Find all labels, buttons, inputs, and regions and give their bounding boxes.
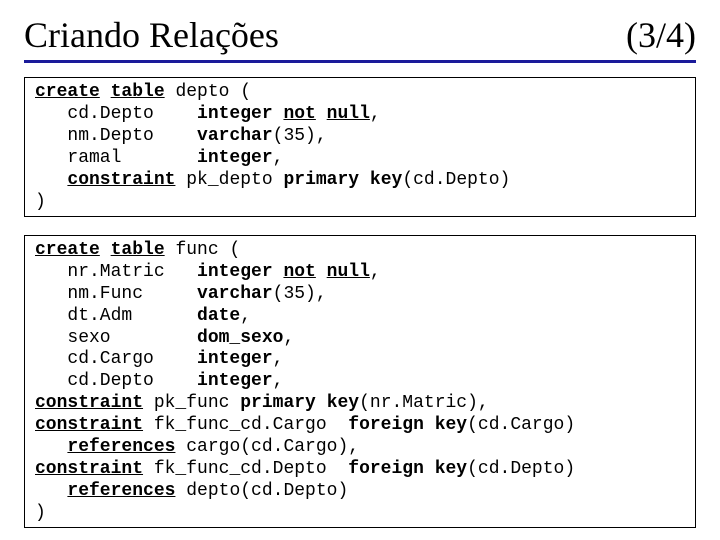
title-row: Criando Relações (3/4) bbox=[24, 14, 696, 63]
type: integer bbox=[197, 104, 283, 124]
type: integer bbox=[197, 371, 273, 391]
type: varchar bbox=[197, 284, 273, 304]
kw-key: key bbox=[435, 459, 467, 479]
kw-table: table bbox=[111, 240, 165, 260]
tok: depto(cd.Depto) bbox=[175, 481, 348, 501]
kw-create: create bbox=[35, 82, 100, 102]
tok: cargo(cd.Cargo), bbox=[175, 437, 359, 457]
kw-constraint: constraint bbox=[35, 415, 143, 435]
kw-primary: primary bbox=[240, 393, 316, 413]
col: cd.Depto bbox=[35, 104, 197, 124]
tok: , bbox=[370, 104, 381, 124]
tok: , bbox=[370, 262, 381, 282]
tok: , bbox=[273, 349, 284, 369]
tok: (35), bbox=[273, 284, 327, 304]
kw-foreign: foreign bbox=[348, 415, 424, 435]
kw-table: table bbox=[111, 82, 165, 102]
type: integer bbox=[197, 349, 273, 369]
tok: , bbox=[283, 328, 294, 348]
kw-not: not bbox=[283, 104, 315, 124]
tok: func ( bbox=[165, 240, 241, 260]
col: nm.Depto bbox=[35, 126, 197, 146]
page-title: Criando Relações bbox=[24, 14, 279, 56]
tok: depto ( bbox=[165, 82, 251, 102]
col: nr.Matric bbox=[35, 262, 197, 282]
col: sexo bbox=[35, 328, 197, 348]
kw-null: null bbox=[327, 262, 370, 282]
tok: (nr.Matric), bbox=[359, 393, 489, 413]
col: ramal bbox=[35, 148, 197, 168]
kw-key: key bbox=[370, 170, 402, 190]
kw-create: create bbox=[35, 240, 100, 260]
type: date bbox=[197, 306, 240, 326]
page-counter: (3/4) bbox=[626, 14, 696, 56]
slide: Criando Relações (3/4) create table dept… bbox=[0, 0, 720, 540]
tok: (cd.Depto) bbox=[467, 459, 575, 479]
kw-not: not bbox=[283, 262, 315, 282]
kw-null: null bbox=[327, 104, 370, 124]
type: dom_sexo bbox=[197, 328, 283, 348]
code-box-depto: create table depto ( cd.Depto integer no… bbox=[24, 77, 696, 217]
kw-primary: primary bbox=[283, 170, 359, 190]
code-box-func: create table func ( nr.Matric integer no… bbox=[24, 235, 696, 528]
kw-key: key bbox=[435, 415, 467, 435]
tok: pk_depto bbox=[175, 170, 283, 190]
type: varchar bbox=[197, 126, 273, 146]
kw-constraint: constraint bbox=[35, 393, 143, 413]
tok: (35), bbox=[273, 126, 327, 146]
kw-constraint: constraint bbox=[35, 459, 143, 479]
col: cd.Cargo bbox=[35, 349, 197, 369]
tok: , bbox=[240, 306, 251, 326]
kw-key: key bbox=[327, 393, 359, 413]
tok: (cd.Cargo) bbox=[467, 415, 575, 435]
tok: pk_func bbox=[143, 393, 240, 413]
col: nm.Func bbox=[35, 284, 197, 304]
col: cd.Depto bbox=[35, 371, 197, 391]
tok: ) bbox=[35, 192, 46, 212]
tok: (cd.Depto) bbox=[402, 170, 510, 190]
tok: ) bbox=[35, 503, 46, 523]
kw-references: references bbox=[67, 481, 175, 501]
kw-foreign: foreign bbox=[348, 459, 424, 479]
tok: fk_func_cd.Cargo bbox=[143, 415, 348, 435]
kw-constraint: constraint bbox=[67, 170, 175, 190]
tok: , bbox=[273, 148, 284, 168]
type: integer bbox=[197, 148, 273, 168]
tok: , bbox=[273, 371, 284, 391]
type: integer bbox=[197, 262, 283, 282]
col: dt.Adm bbox=[35, 306, 197, 326]
tok: fk_func_cd.Depto bbox=[143, 459, 348, 479]
kw-references: references bbox=[67, 437, 175, 457]
